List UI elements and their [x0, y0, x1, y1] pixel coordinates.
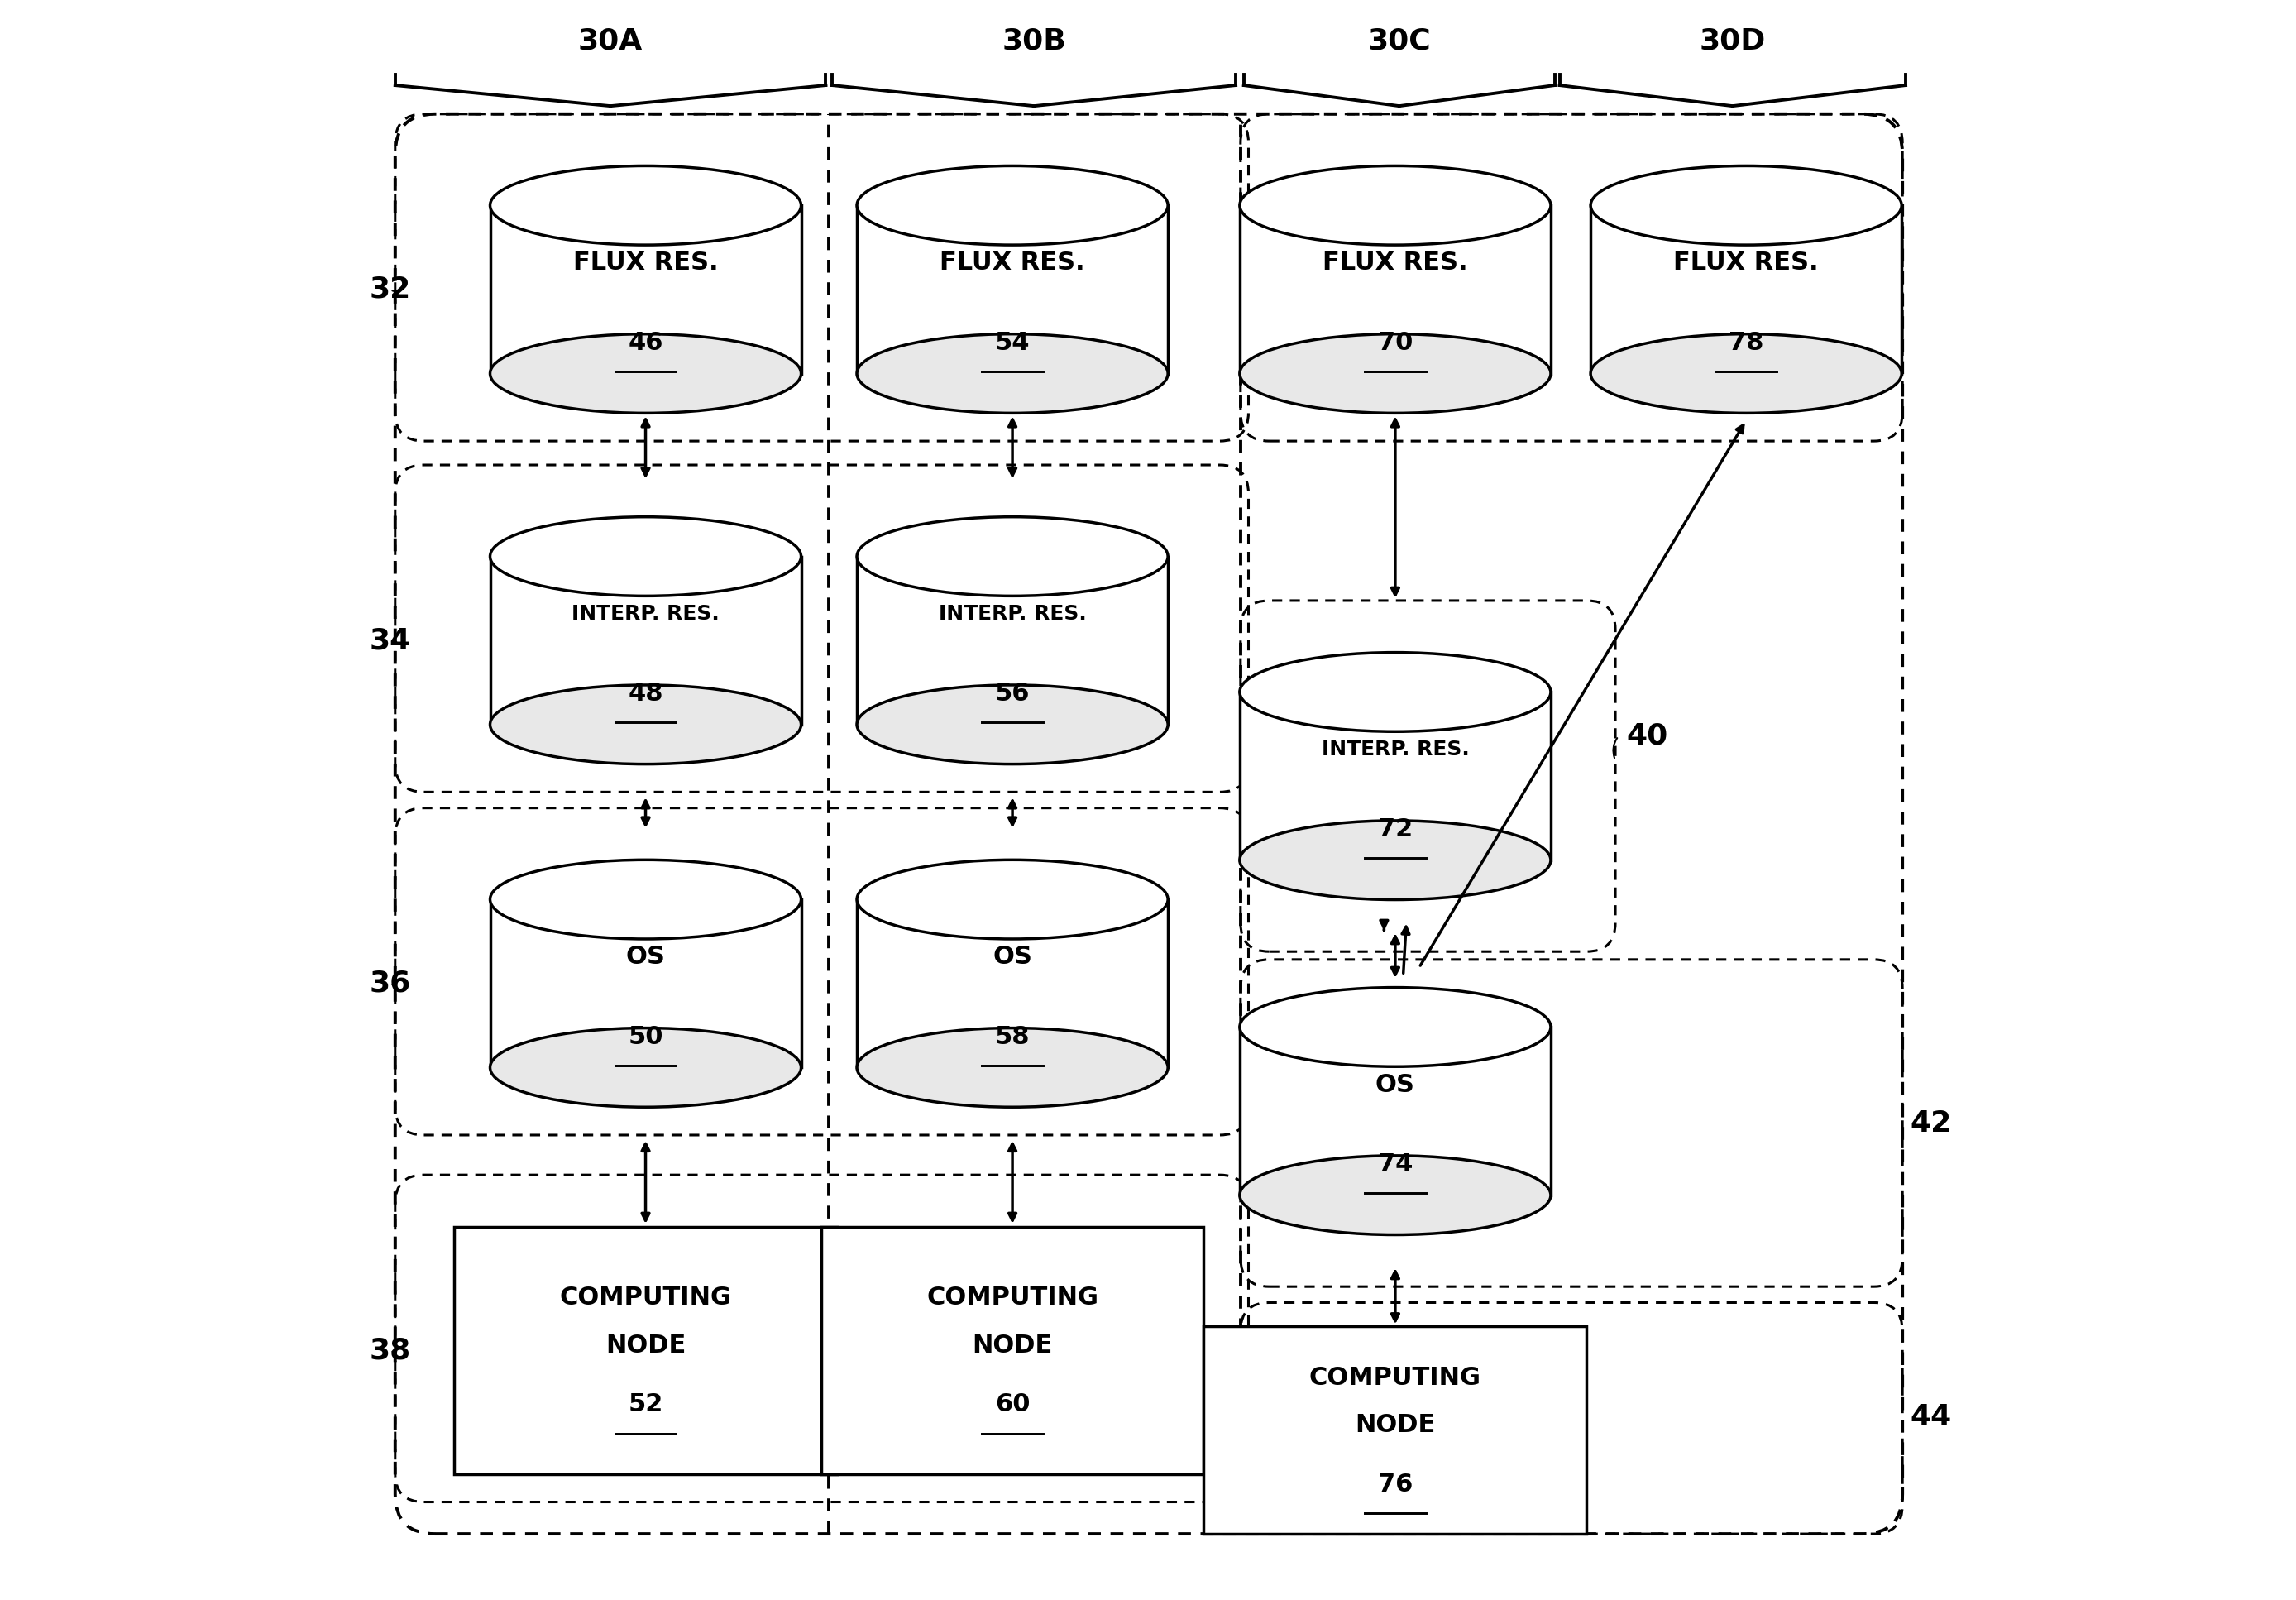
Text: INTERP. RES.: INTERP. RES.: [1320, 739, 1469, 760]
Text: 30A: 30A: [579, 27, 643, 54]
Ellipse shape: [856, 859, 1169, 939]
Text: 74: 74: [1378, 1152, 1412, 1176]
Text: 30B: 30B: [1001, 27, 1065, 54]
Text: 50: 50: [629, 1026, 664, 1050]
Text: 60: 60: [994, 1392, 1031, 1416]
Text: INTERP. RES.: INTERP. RES.: [939, 605, 1086, 624]
Text: 36: 36: [370, 970, 411, 997]
Text: 44: 44: [1910, 1403, 1952, 1432]
Ellipse shape: [1240, 166, 1550, 245]
Ellipse shape: [856, 685, 1169, 765]
Text: 72: 72: [1378, 818, 1412, 842]
Text: FLUX RES.: FLUX RES.: [939, 251, 1086, 275]
Ellipse shape: [856, 334, 1169, 413]
Ellipse shape: [1240, 987, 1550, 1067]
Ellipse shape: [1591, 334, 1901, 413]
FancyBboxPatch shape: [1203, 1326, 1587, 1534]
Text: 32: 32: [370, 275, 411, 304]
Ellipse shape: [489, 685, 801, 765]
Text: 30C: 30C: [1368, 27, 1430, 54]
Text: 38: 38: [370, 1336, 411, 1365]
Text: 56: 56: [994, 682, 1031, 706]
Ellipse shape: [1591, 166, 1901, 245]
FancyBboxPatch shape: [822, 1227, 1203, 1474]
Ellipse shape: [489, 334, 801, 413]
Ellipse shape: [489, 1027, 801, 1107]
Text: FLUX RES.: FLUX RES.: [1674, 251, 1818, 275]
Ellipse shape: [1240, 821, 1550, 899]
Text: FLUX RES.: FLUX RES.: [574, 251, 719, 275]
Polygon shape: [856, 899, 1169, 1067]
Polygon shape: [489, 205, 801, 373]
Ellipse shape: [489, 166, 801, 245]
Text: FLUX RES.: FLUX RES.: [1322, 251, 1467, 275]
Text: 30D: 30D: [1699, 27, 1766, 54]
Text: 34: 34: [370, 626, 411, 654]
Text: 40: 40: [1626, 722, 1669, 750]
Text: 52: 52: [629, 1392, 664, 1416]
Text: NODE: NODE: [1355, 1413, 1435, 1437]
Text: NODE: NODE: [606, 1334, 687, 1358]
Text: OS: OS: [992, 946, 1033, 970]
Polygon shape: [489, 899, 801, 1067]
Text: 54: 54: [994, 331, 1031, 355]
Polygon shape: [856, 557, 1169, 725]
Text: COMPUTING: COMPUTING: [925, 1286, 1097, 1310]
Text: OS: OS: [627, 946, 666, 970]
Polygon shape: [489, 557, 801, 725]
Ellipse shape: [489, 859, 801, 939]
Text: 48: 48: [629, 682, 664, 706]
Ellipse shape: [1240, 1155, 1550, 1235]
Ellipse shape: [856, 517, 1169, 595]
Polygon shape: [856, 205, 1169, 373]
Text: 76: 76: [1378, 1472, 1412, 1496]
Text: 42: 42: [1910, 1110, 1952, 1138]
Ellipse shape: [1240, 653, 1550, 731]
Text: OS: OS: [1375, 1072, 1414, 1096]
Text: COMPUTING: COMPUTING: [560, 1286, 732, 1310]
FancyBboxPatch shape: [455, 1227, 838, 1474]
Ellipse shape: [489, 517, 801, 595]
Polygon shape: [1240, 1027, 1550, 1195]
Ellipse shape: [1240, 334, 1550, 413]
Text: COMPUTING: COMPUTING: [1309, 1365, 1481, 1389]
Ellipse shape: [856, 166, 1169, 245]
Text: 70: 70: [1378, 331, 1412, 355]
Ellipse shape: [856, 1027, 1169, 1107]
Text: 46: 46: [629, 331, 664, 355]
Text: 58: 58: [994, 1026, 1031, 1050]
Text: INTERP. RES.: INTERP. RES.: [572, 605, 719, 624]
Polygon shape: [1240, 205, 1550, 373]
Text: 78: 78: [1729, 331, 1763, 355]
Text: NODE: NODE: [971, 1334, 1052, 1358]
Polygon shape: [1240, 691, 1550, 861]
Polygon shape: [1591, 205, 1901, 373]
